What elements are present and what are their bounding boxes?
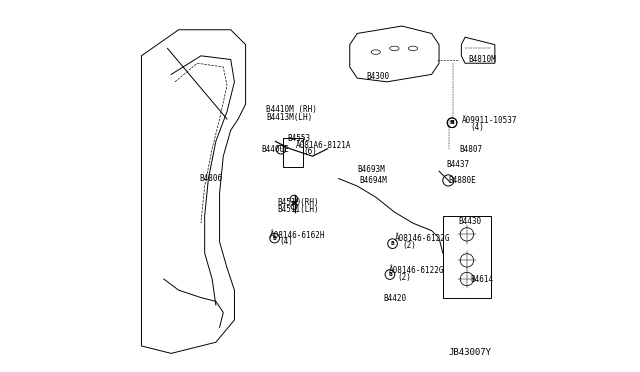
Text: B4420: B4420	[383, 294, 406, 303]
Text: B: B	[273, 235, 276, 241]
Text: B4511(LH): B4511(LH)	[277, 205, 319, 214]
Text: B4806: B4806	[199, 174, 222, 183]
Text: B4410M (RH): B4410M (RH)	[266, 105, 317, 114]
Text: B: B	[450, 120, 454, 125]
Text: B4413M(LH): B4413M(LH)	[266, 113, 312, 122]
Text: B: B	[390, 241, 394, 246]
Text: B4400E: B4400E	[261, 145, 289, 154]
Text: B4694M: B4694M	[360, 176, 387, 185]
Text: (4): (4)	[279, 237, 293, 246]
Text: Ä09911-10537: Ä09911-10537	[462, 116, 518, 125]
Text: Â08146-6122G: Â08146-6122G	[389, 266, 444, 275]
Text: N: N	[450, 120, 454, 125]
Text: B4810M: B4810M	[468, 55, 496, 64]
Text: B4693M: B4693M	[357, 165, 385, 174]
Text: Â081A6-8121A: Â081A6-8121A	[296, 141, 351, 150]
Text: B4553: B4553	[287, 134, 311, 143]
Text: B4437: B4437	[447, 160, 470, 169]
Text: B4880E: B4880E	[448, 176, 476, 185]
Text: B4430: B4430	[458, 217, 481, 226]
Text: JB43007Y: JB43007Y	[448, 348, 491, 357]
Text: B: B	[388, 272, 392, 277]
Text: (2): (2)	[397, 273, 411, 282]
Text: B4300: B4300	[367, 72, 390, 81]
Text: (6): (6)	[303, 147, 317, 156]
Text: Â08146-6122G: Â08146-6122G	[394, 234, 450, 243]
Text: B4510(RH): B4510(RH)	[277, 198, 319, 207]
Text: Â08146-6162H: Â08146-6162H	[270, 231, 325, 240]
Text: B4807: B4807	[460, 145, 483, 154]
Text: (2): (2)	[403, 241, 417, 250]
Text: B4614: B4614	[470, 275, 494, 284]
Text: (4): (4)	[470, 123, 484, 132]
